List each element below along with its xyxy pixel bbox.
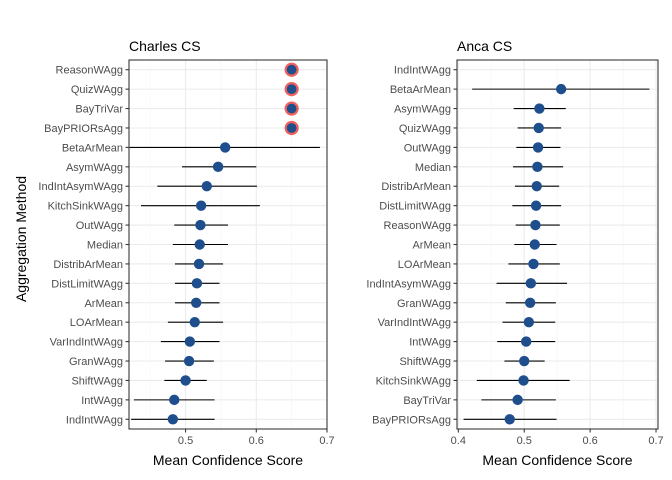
anca-y-tick-label-asymwagg: AsymWAgg	[394, 104, 451, 116]
charles-y-tick-label-kitchsinkwagg: KitchSinkWAgg	[48, 201, 123, 213]
anca-y-tick-label-distribarmean: DistribArMean	[381, 181, 451, 193]
charles-point-quizwagg	[284, 82, 299, 97]
y-axis-title: Aggregation Method	[13, 176, 29, 302]
anca-y-tick-label-median: Median	[415, 162, 451, 174]
charles-y-tick-label-varindintwagg: VarIndIntWAgg	[50, 337, 123, 349]
anca-y-tick-label-betaarmean: BetaArMean	[390, 84, 451, 96]
charles-point-shiftwagg	[180, 375, 191, 386]
charles-point-median	[194, 239, 205, 250]
anca-y-tick-label-baypriorsagg: BayPRIORsAgg	[372, 414, 451, 426]
anca-y-tick-label-distlimitwagg: DistLimitWAgg	[379, 201, 451, 213]
anca-point-median	[532, 161, 543, 173]
anca-point-baytrivar	[512, 394, 523, 406]
charles-point-distlimitwagg	[191, 278, 203, 289]
charles-point-indintasymwagg	[201, 181, 212, 192]
charles-x-tick-label-1: 0.6	[249, 435, 264, 447]
anca-point-intwagg	[520, 336, 532, 347]
charles-y-tick-label-baypriorsagg: BayPRIORsAgg	[44, 123, 123, 135]
charles-y-tick-label-median: Median	[87, 240, 123, 252]
anca-point-asymwagg	[534, 103, 545, 114]
charles-y-tick-label-granwagg: GranWAgg	[69, 356, 123, 368]
anca-y-tick-label-varindintwagg: VarIndIntWAgg	[378, 317, 451, 329]
anca-y-tick-label-reasonwagg: ReasonWAgg	[384, 220, 451, 232]
charles-y-tick-label-shiftwagg: ShiftWAgg	[71, 375, 123, 387]
anca-y-tick-label-shiftwagg: ShiftWAgg	[399, 356, 451, 368]
charles-y-tick-label-indintwagg: IndIntWAgg	[66, 414, 123, 426]
anca-panel-title: Anca CS	[457, 38, 512, 54]
anca-point-distribarmean	[531, 181, 542, 192]
anca-point-kitchsinkwagg	[518, 375, 529, 386]
charles-y-tick-label-baytrivar: BayTriVar	[75, 104, 123, 116]
charles-y-tick-label-betaarmean: BetaArMean	[62, 142, 123, 154]
anca-point-varindintwagg	[523, 316, 535, 328]
charles-y-tick-label-armean: ArMean	[84, 298, 123, 310]
anca-y-tick-label-granwagg: GranWAgg	[397, 298, 451, 310]
charles-y-tick-label-asymwagg: AsymWAgg	[66, 162, 123, 174]
anca-point-armean	[529, 239, 540, 250]
anca-point-quizwagg	[533, 122, 544, 134]
anca-point-distlimitwagg	[530, 200, 542, 211]
anca-x-tick-label-3: 0.7	[648, 435, 663, 447]
charles-x-tick-label-0: 0.5	[178, 435, 193, 447]
anca-x-tick-label-0: 0.4	[451, 435, 466, 447]
charles-y-tick-label-reasonwagg: ReasonWAgg	[56, 65, 123, 77]
anca-y-tick-label-indintasymwagg: IndIntAsymWAgg	[366, 278, 451, 290]
charles-point-baytrivar	[284, 101, 299, 116]
charles-point-asymwagg	[212, 161, 224, 173]
charles-point-indintwagg	[167, 414, 179, 425]
charles-y-tick-label-distribarmean: DistribArMean	[53, 259, 123, 271]
anca-y-tick-label-intwagg: IntWAgg	[409, 337, 451, 349]
anca-point-reasonwagg	[530, 219, 541, 231]
charles-point-outwagg	[195, 219, 206, 231]
charles-y-tick-label-intwagg: IntWAgg	[81, 395, 123, 407]
charles-panel-title: Charles CS	[129, 38, 201, 54]
anca-y-tick-label-loarmean: LOArMean	[398, 259, 451, 271]
charles-point-varindintwagg	[184, 336, 196, 347]
charles-point-distribarmean	[193, 258, 205, 270]
charles-point-armean	[190, 297, 202, 308]
anca-point-baypriorsagg	[504, 414, 515, 425]
anca-point-shiftwagg	[519, 355, 530, 367]
anca-y-tick-label-indintwagg: IndIntWAgg	[394, 65, 451, 77]
charles-point-betaarmean	[219, 142, 231, 153]
charles-point-granwagg	[183, 355, 195, 367]
anca-y-tick-label-baytrivar: BayTriVar	[403, 395, 451, 407]
panel-charles-cs: ReasonWAgg QuizWAgg BayTriVar BayPRIORsAgg B…	[38, 38, 334, 468]
charles-y-tick-label-indintasymwagg: IndIntAsymWAgg	[38, 181, 123, 193]
charles-y-tick-label-outwagg: OutWAgg	[76, 220, 123, 232]
anca-y-tick-label-kitchsinkwagg: KitchSinkWAgg	[376, 375, 451, 387]
anca-x-tick-label-2: 0.6	[582, 435, 597, 447]
charles-point-baypriorsagg	[284, 120, 299, 136]
anca-y-tick-label-quizwagg: QuizWAgg	[399, 123, 451, 135]
anca-point-granwagg	[524, 297, 536, 308]
charles-point-intwagg	[169, 394, 180, 406]
anca-x-axis-title: Mean Confidence Score	[482, 452, 632, 468]
anca-point-outwagg	[532, 142, 544, 153]
charles-x-tick-label-2: 0.7	[319, 435, 334, 447]
charles-y-tick-label-distlimitwagg: DistLimitWAgg	[51, 278, 123, 290]
anca-y-tick-label-outwagg: OutWAgg	[404, 142, 451, 154]
charles-point-reasonwagg	[284, 62, 299, 77]
charles-y-tick-label-loarmean: LOArMean	[70, 317, 123, 329]
charles-y-tick-label-quizwagg: QuizWAgg	[71, 84, 123, 96]
anca-point-betaarmean	[555, 83, 567, 95]
panel-anca-cs: IndIntWAgg BetaArMean AsymWAgg QuizWAgg OutW…	[366, 38, 663, 468]
charles-point-loarmean	[189, 316, 200, 328]
anca-y-tick-label-armean: ArMean	[412, 240, 451, 252]
anca-x-tick-label-1: 0.5	[517, 435, 532, 447]
anca-point-indintasymwagg	[525, 278, 537, 289]
anca-point-loarmean	[528, 258, 539, 270]
charles-x-axis-title: Mean Confidence Score	[153, 452, 303, 468]
charles-point-kitchsinkwagg	[195, 200, 207, 211]
